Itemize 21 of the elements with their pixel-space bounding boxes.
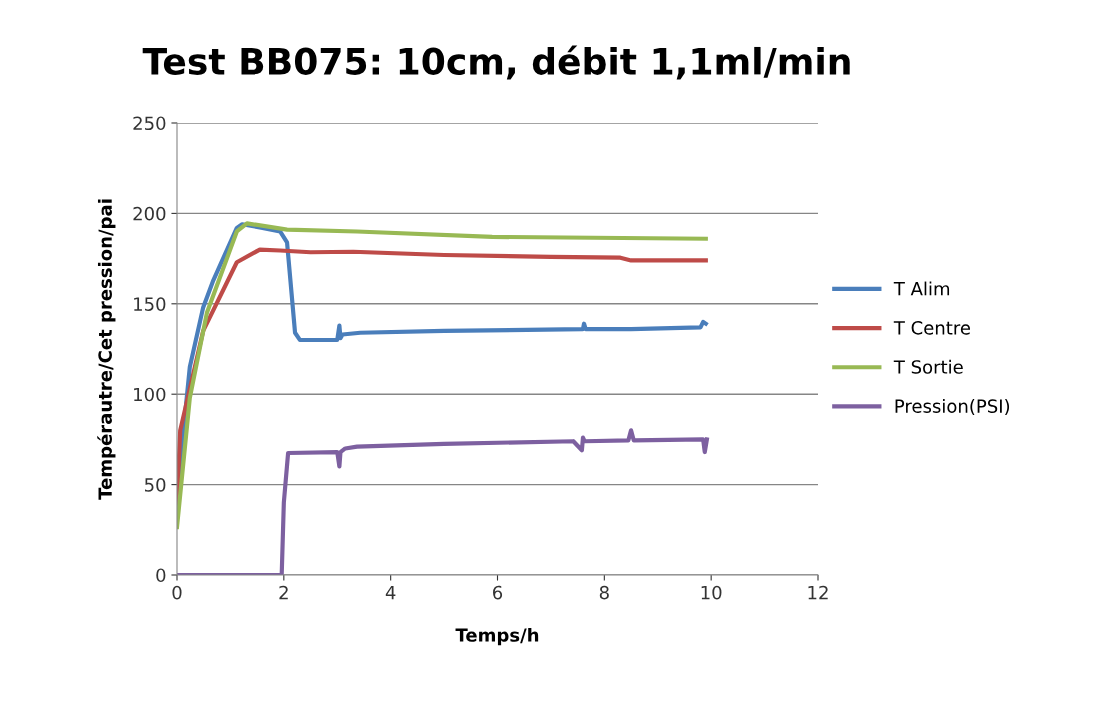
x-tick-label: 0 bbox=[172, 585, 182, 600]
y-tick-label: 200 bbox=[133, 206, 166, 221]
x-tick-label: 12 bbox=[808, 585, 828, 600]
y-tick-label: 150 bbox=[134, 297, 166, 311]
x-tick-label: 6 bbox=[493, 585, 503, 600]
line-series bbox=[177, 428, 709, 575]
y-tick-label: 0 bbox=[156, 568, 166, 583]
chart-title: Test BB075: 10cm, débit 1,1ml/min bbox=[142, 45, 850, 80]
x-tick-label: 4 bbox=[385, 585, 396, 600]
x-tick-label: 10 bbox=[701, 585, 722, 600]
y-axis-title: Tempérautre/Cet pression/pai bbox=[97, 199, 116, 500]
legend-label: T Alim bbox=[893, 281, 950, 296]
legend-label: Pression(PSI) bbox=[895, 398, 1010, 416]
legend-label: T Centre bbox=[893, 321, 970, 335]
y-tick-label: 100 bbox=[134, 387, 166, 402]
y-tick-label: 50 bbox=[145, 478, 166, 492]
x-tick-label: 2 bbox=[279, 585, 288, 600]
x-tick-label: 8 bbox=[599, 585, 609, 600]
legend-label: T Sortie bbox=[893, 359, 963, 374]
x-axis-title: Temps/h bbox=[455, 627, 539, 646]
y-tick-label: 250 bbox=[133, 116, 166, 131]
